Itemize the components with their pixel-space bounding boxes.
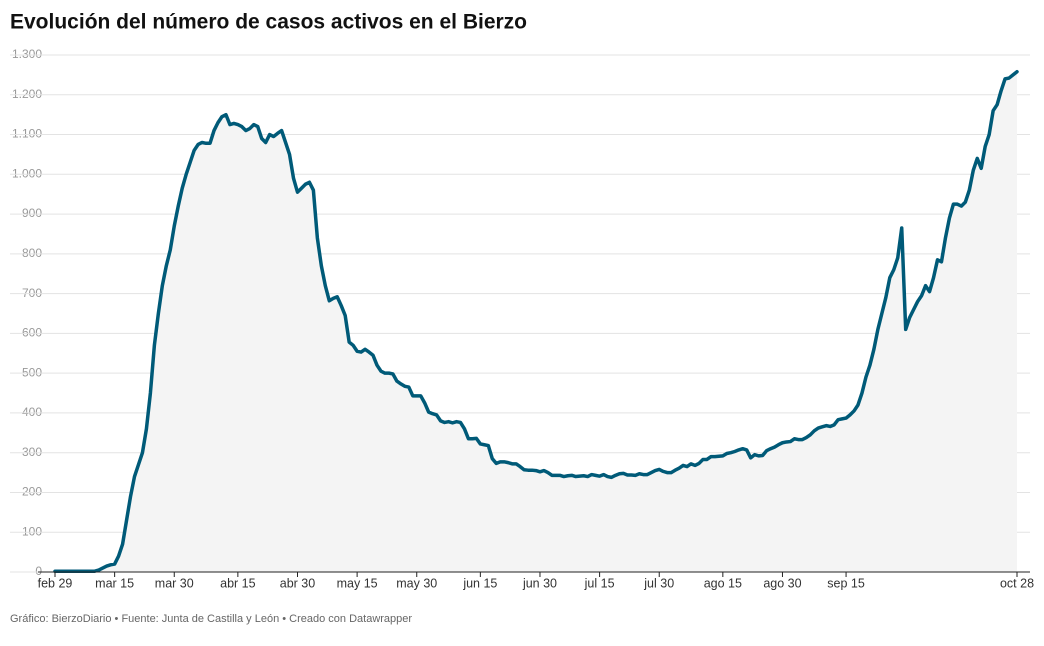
area	[55, 71, 1017, 572]
y-tick-label: 400	[22, 405, 42, 419]
chart-title: Evolución del número de casos activos en…	[10, 11, 527, 34]
y-tick-label: 300	[22, 445, 42, 459]
x-tick-label: ago 15	[704, 576, 742, 590]
x-tick-label: mar 15	[95, 576, 134, 590]
y-tick-label: 800	[22, 246, 42, 260]
y-tick-label: 0	[35, 564, 42, 578]
x-tick-label: jun 30	[522, 576, 557, 590]
x-tick-label: may 30	[396, 576, 437, 590]
x-tick-label: jul 30	[643, 576, 674, 590]
y-tick-label: 1.100	[12, 127, 42, 141]
y-tick-label: 700	[22, 286, 42, 300]
x-tick-label: jun 15	[462, 576, 497, 590]
x-tick-label: jul 15	[584, 576, 615, 590]
x-tick-label: abr 30	[280, 576, 315, 590]
y-tick-label: 1.300	[12, 47, 42, 61]
x-tick-label: mar 30	[155, 576, 194, 590]
y-tick-label: 1.200	[12, 87, 42, 101]
source-note: Gráfico: BierzoDiario • Fuente: Junta de…	[10, 613, 412, 625]
line	[53, 69, 1019, 573]
x-tick-label: abr 15	[220, 576, 255, 590]
x-tick-label: feb 29	[38, 576, 73, 590]
y-tick-label: 200	[22, 485, 42, 499]
y-tick-label: 600	[22, 326, 42, 340]
x-tick-label: may 15	[337, 576, 378, 590]
y-tick-label: 900	[22, 206, 42, 220]
x-tick-label: oct 28	[1000, 576, 1034, 590]
x-tick-label: ago 30	[763, 576, 801, 590]
x-tick-label: sep 15	[827, 576, 865, 590]
y-tick-label: 1.000	[12, 166, 42, 180]
y-tick-label: 100	[22, 524, 42, 538]
y-tick-label: 500	[22, 365, 42, 379]
